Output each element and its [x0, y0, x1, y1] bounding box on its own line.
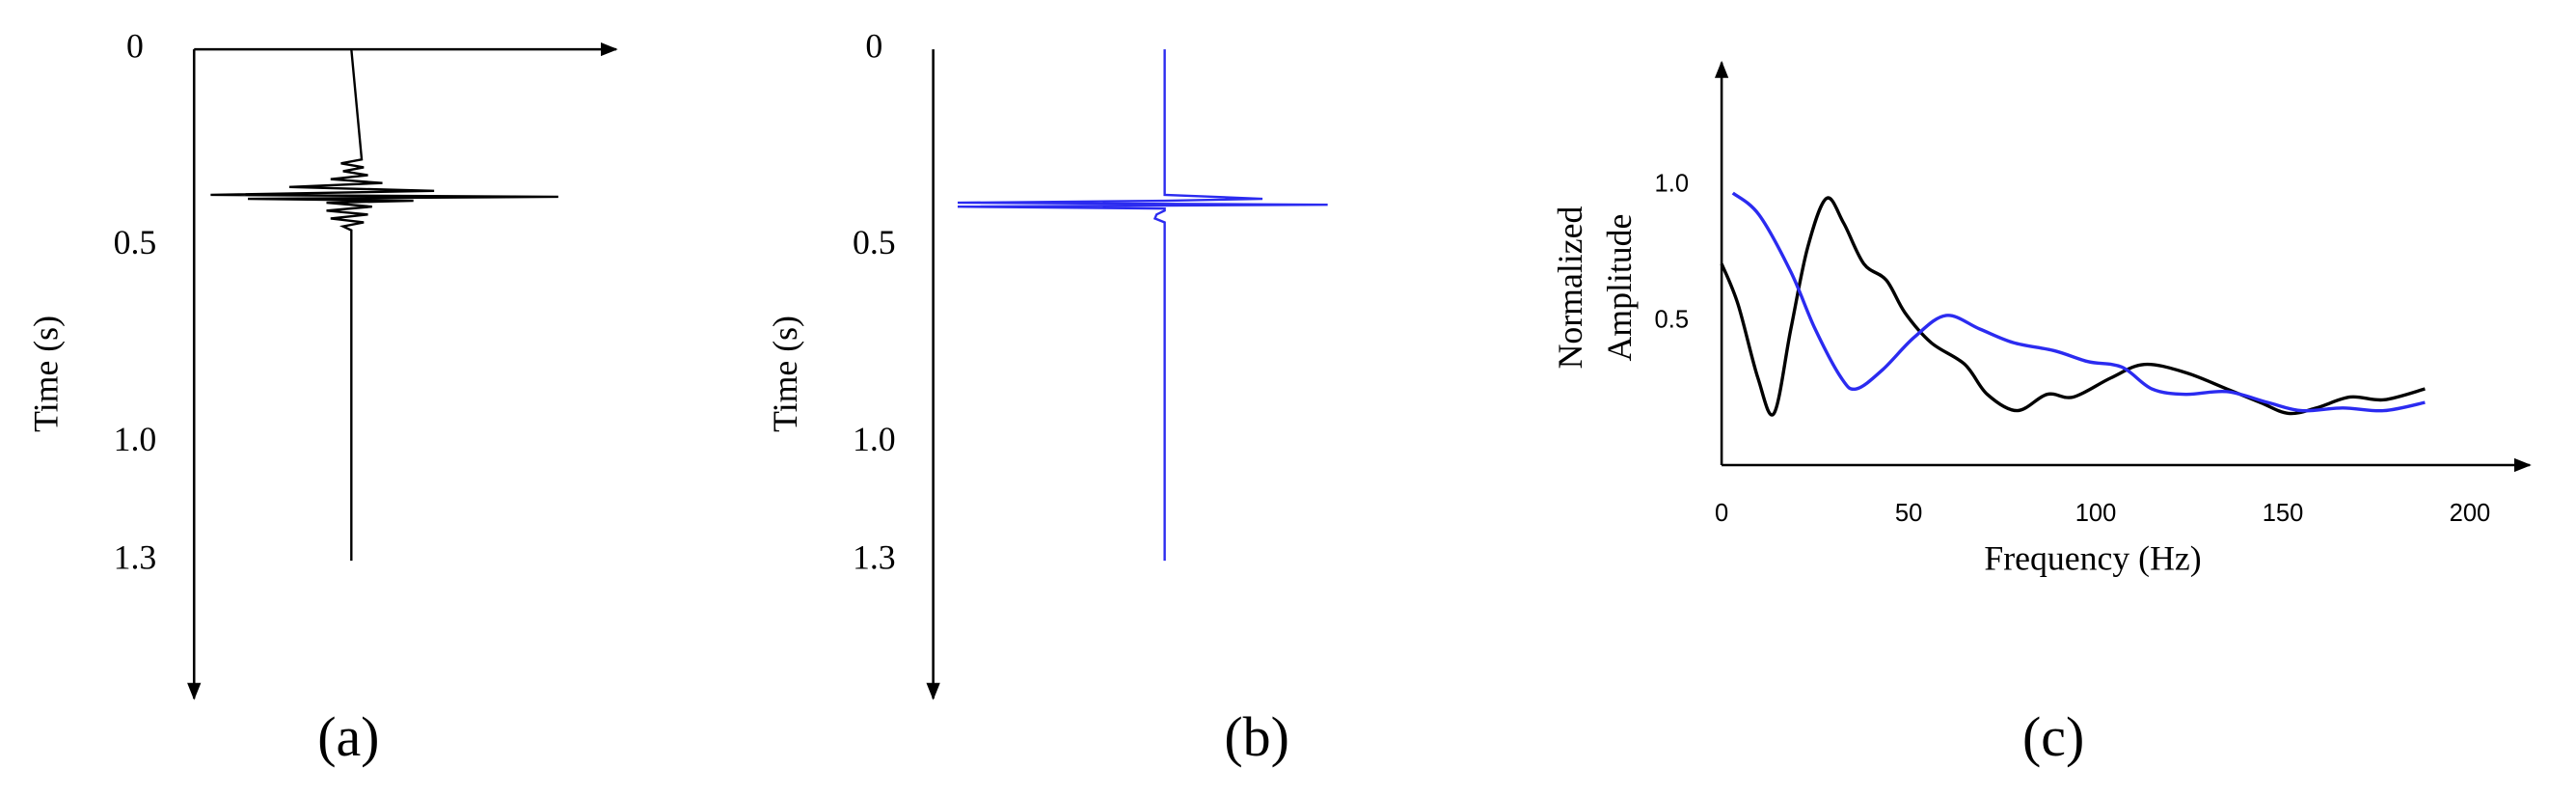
y-tick-label: 0.5: [1655, 306, 1690, 333]
trace: [957, 49, 1328, 562]
caption: (a): [317, 705, 379, 768]
axis-label: Time (s): [27, 316, 66, 432]
axis-label: Time (s): [766, 316, 804, 432]
x-tick-label: 150: [2263, 500, 2304, 527]
y-axis-label: Amplitude: [1600, 214, 1639, 362]
y-tick-label: 1.0: [1655, 170, 1690, 197]
series-line: [1720, 196, 2426, 417]
series-line: [1731, 191, 2426, 413]
y-axis-label: Normalized: [1551, 206, 1589, 370]
trace: [210, 48, 558, 562]
x-tick-label: 200: [2450, 500, 2491, 527]
tick-label: 1.3: [853, 537, 896, 576]
caption: (c): [2022, 705, 2084, 768]
tick-label: 0: [865, 26, 882, 65]
tick-label: 0.5: [853, 223, 896, 261]
tick-label: 1.0: [853, 420, 896, 458]
x-tick-label: 0: [1715, 500, 1728, 527]
x-tick-label: 100: [2075, 500, 2117, 527]
tick-label: 0: [126, 26, 144, 65]
tick-label: 1.0: [114, 420, 157, 458]
caption: (b): [1224, 705, 1289, 768]
x-tick-label: 50: [1895, 500, 1922, 527]
tick-label: 0.5: [114, 223, 157, 261]
x-axis-label: Frequency (Hz): [1984, 539, 2201, 578]
tick-label: 1.3: [114, 537, 157, 576]
